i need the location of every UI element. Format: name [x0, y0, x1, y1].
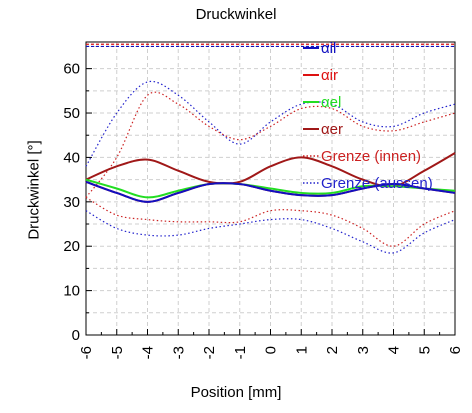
x-tick-label: 6	[447, 346, 464, 354]
x-tick-label: 1	[293, 346, 310, 354]
x-tick-label: -1	[232, 346, 249, 359]
legend-label: Grenze (aussen)	[321, 175, 433, 192]
legend-label: αil	[321, 40, 336, 57]
y-tick-label: 40	[63, 149, 80, 166]
x-tick-label: -4	[140, 346, 157, 359]
y-tick-label: 0	[72, 327, 80, 344]
y-tick-label: 50	[63, 105, 80, 122]
y-tick-label: 10	[63, 283, 80, 300]
legend-label: αir	[321, 67, 338, 84]
x-tick-label: 2	[324, 346, 341, 354]
x-tick-label: 5	[416, 346, 433, 354]
y-tick-label: 60	[63, 61, 80, 78]
x-tick-label: -5	[109, 346, 126, 359]
series-line-7	[85, 210, 456, 254]
y-tick-label: 30	[63, 194, 80, 211]
x-tick-label: 4	[386, 346, 403, 354]
plot-frame	[85, 41, 456, 336]
x-tick-label: -3	[170, 346, 187, 359]
x-tick-label: 3	[355, 346, 372, 354]
y-tick-label: 20	[63, 238, 80, 255]
x-tick-label: -6	[78, 346, 95, 359]
x-axis-label: Position [mm]	[190, 384, 282, 401]
legend-label: αel	[321, 94, 341, 111]
legend-label: αer	[321, 121, 343, 138]
series-line-2	[85, 178, 456, 199]
series-line-0	[85, 180, 456, 203]
x-tick-label: 0	[263, 346, 280, 354]
series-line-4	[85, 91, 456, 198]
x-tick-label: -2	[201, 346, 218, 359]
chart-title: Druckwinkel	[195, 6, 277, 23]
legend-label: Grenze (innen)	[321, 148, 421, 165]
